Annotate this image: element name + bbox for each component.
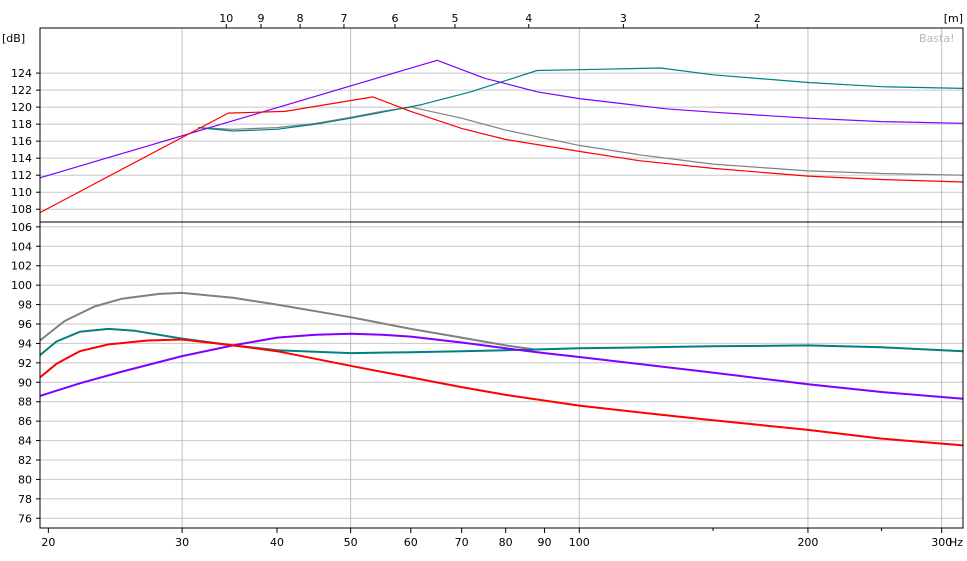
series-lines [39, 59, 964, 447]
upper-series-line [198, 67, 964, 132]
top-axis-tick-label: 3 [620, 12, 627, 25]
x-axis-tick-label: 20 [41, 536, 55, 549]
x-axis-tick-label: 50 [344, 536, 358, 549]
upper-ytick-label: 114 [11, 152, 32, 165]
upper-ytick-label: 124 [11, 67, 32, 80]
lower-ytick-label: 94 [18, 337, 32, 350]
lower-series-line [39, 291, 534, 351]
lower-ytick-label: 104 [11, 240, 32, 253]
x-axis-tick-label: 90 [538, 536, 552, 549]
top-axis-tick-label: 4 [525, 12, 532, 25]
lower-panel-border [39, 221, 964, 529]
x-axis-tick-label: 40 [270, 536, 284, 549]
plot-frame [36, 24, 964, 533]
gridlines [40, 28, 963, 528]
upper-ytick-label: 116 [11, 135, 32, 148]
lower-ytick-label: 100 [11, 279, 32, 292]
upper-series-line [39, 59, 964, 179]
top-axis-tick-label: 10 [219, 12, 233, 25]
y-axis-unit: [dB] [2, 32, 25, 45]
lower-series-line [39, 338, 964, 447]
lower-ytick-label: 102 [11, 260, 32, 273]
top-axis-tick-label: 2 [754, 12, 761, 25]
lower-ytick-label: 80 [18, 473, 32, 486]
top-axis-tick-label: 6 [392, 12, 399, 25]
lower-ytick-label: 92 [18, 357, 32, 370]
upper-series-line [39, 96, 964, 214]
upper-ytick-label: 110 [11, 186, 32, 199]
lower-ytick-label: 82 [18, 454, 32, 467]
top-axis-unit: [m] [944, 12, 963, 25]
x-axis-tick-label: 100 [569, 536, 590, 549]
top-axis-tick-label: 5 [451, 12, 458, 25]
upper-ytick-label: 122 [11, 84, 32, 97]
lower-ytick-label: 76 [18, 512, 32, 525]
upper-series-line [198, 106, 964, 176]
x-axis-tick-label: 300 [931, 536, 952, 549]
x-axis-tick-label: 60 [404, 536, 418, 549]
upper-ytick-label: 120 [11, 101, 32, 114]
x-axis-tick-label: 30 [175, 536, 189, 549]
lower-ytick-label: 90 [18, 376, 32, 389]
top-axis-tick-label: 8 [297, 12, 304, 25]
upper-panel-border [39, 27, 964, 223]
lower-ytick-label: 106 [11, 221, 32, 234]
lower-ytick-label: 84 [18, 435, 32, 448]
lower-ytick-label: 78 [18, 493, 32, 506]
lower-series-line [39, 327, 964, 356]
x-axis-unit: Hz [949, 536, 963, 549]
upper-ytick-label: 108 [11, 203, 32, 216]
x-axis-tick-label: 70 [455, 536, 469, 549]
lower-ytick-label: 86 [18, 415, 32, 428]
lower-ytick-label: 98 [18, 299, 32, 312]
x-axis-tick-label: 80 [499, 536, 513, 549]
watermark: Basta! [919, 32, 954, 45]
lower-series-line [39, 332, 964, 400]
lower-ytick-label: 88 [18, 396, 32, 409]
top-axis-tick-label: 7 [340, 12, 347, 25]
top-axis-tick-label: 9 [257, 12, 264, 25]
upper-ytick-label: 112 [11, 169, 32, 182]
x-axis-tick-label: 200 [797, 536, 818, 549]
lower-ytick-label: 96 [18, 318, 32, 331]
upper-ytick-label: 118 [11, 118, 32, 131]
